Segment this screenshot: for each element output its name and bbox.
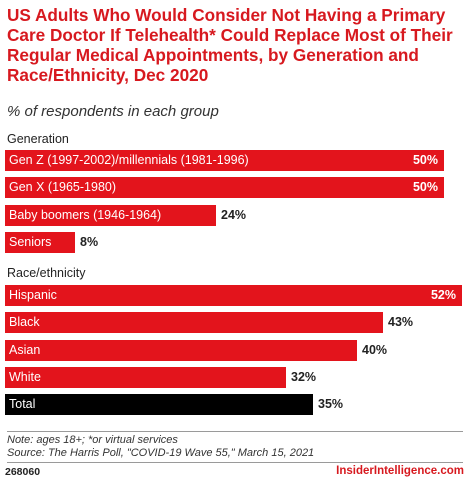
bar: Seniors — [5, 232, 75, 253]
data-label: 35% — [318, 397, 344, 411]
chart-subtitle: % of respondents in each group — [7, 103, 219, 120]
bar: Gen Z (1997-2002)/millennials (1981-1996… — [5, 150, 444, 171]
data-label: 40% — [362, 343, 388, 357]
data-label: 50% — [412, 180, 438, 194]
data-label: 32% — [291, 370, 317, 384]
data-label: 43% — [388, 315, 414, 329]
section-label: Race/ethnicity — [7, 266, 86, 280]
chart-id: 268060 — [5, 466, 41, 478]
chart-title: US Adults Who Would Consider Not Having … — [7, 5, 453, 85]
bar: Gen X (1965-1980) — [5, 177, 444, 198]
bar-label: Total — [9, 397, 36, 411]
data-label: 50% — [412, 153, 438, 167]
bar: Hispanic — [5, 285, 462, 306]
bar-label: White — [9, 370, 41, 384]
bar-label: Baby boomers (1946-1964) — [9, 208, 162, 222]
bar-label: Seniors — [9, 235, 52, 249]
bar: Baby boomers (1946-1964) — [5, 205, 216, 226]
bar: Total — [5, 394, 313, 415]
brand-logo-text: InsiderIntelligence.com — [336, 465, 464, 477]
footnote-note: Note: ages 18+; *or virtual services — [7, 434, 178, 446]
bar-label: Black — [9, 315, 40, 329]
data-label: 24% — [221, 208, 247, 222]
section-label: Generation — [7, 132, 69, 146]
bar-label: Gen Z (1997-2002)/millennials (1981-1996… — [9, 153, 249, 167]
data-label: 8% — [80, 235, 99, 249]
bar: Black — [5, 312, 383, 333]
data-label: 52% — [430, 288, 456, 302]
bar-label: Asian — [9, 343, 41, 357]
footer-divider — [7, 431, 463, 432]
footer-bottom-divider — [7, 462, 463, 463]
bar-label: Gen X (1965-1980) — [9, 180, 117, 194]
bar: Asian — [5, 340, 357, 361]
bar-label: Hispanic — [9, 288, 57, 302]
footnote-source: Source: The Harris Poll, "COVID-19 Wave … — [7, 447, 315, 459]
bar: White — [5, 367, 286, 388]
